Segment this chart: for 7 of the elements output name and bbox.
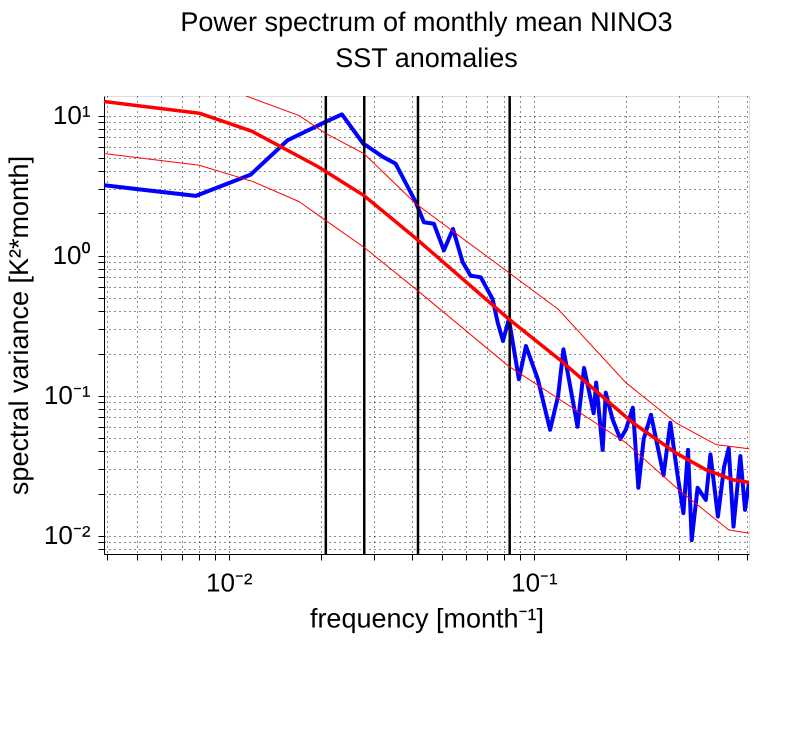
y-tick-label: 10⁻¹: [44, 380, 91, 410]
y-axis-title: spectral variance [K²*month]: [4, 156, 34, 496]
y-tick-label: 10⁰: [52, 240, 90, 270]
y-tick-label: 10⁻²: [44, 520, 91, 550]
x-axis-title: frequency [month⁻¹]: [310, 604, 544, 634]
chart-title: Power spectrum of monthly mean NINO3 SST anomalies: [180, 6, 673, 73]
y-tick-label: 10¹: [52, 100, 91, 130]
